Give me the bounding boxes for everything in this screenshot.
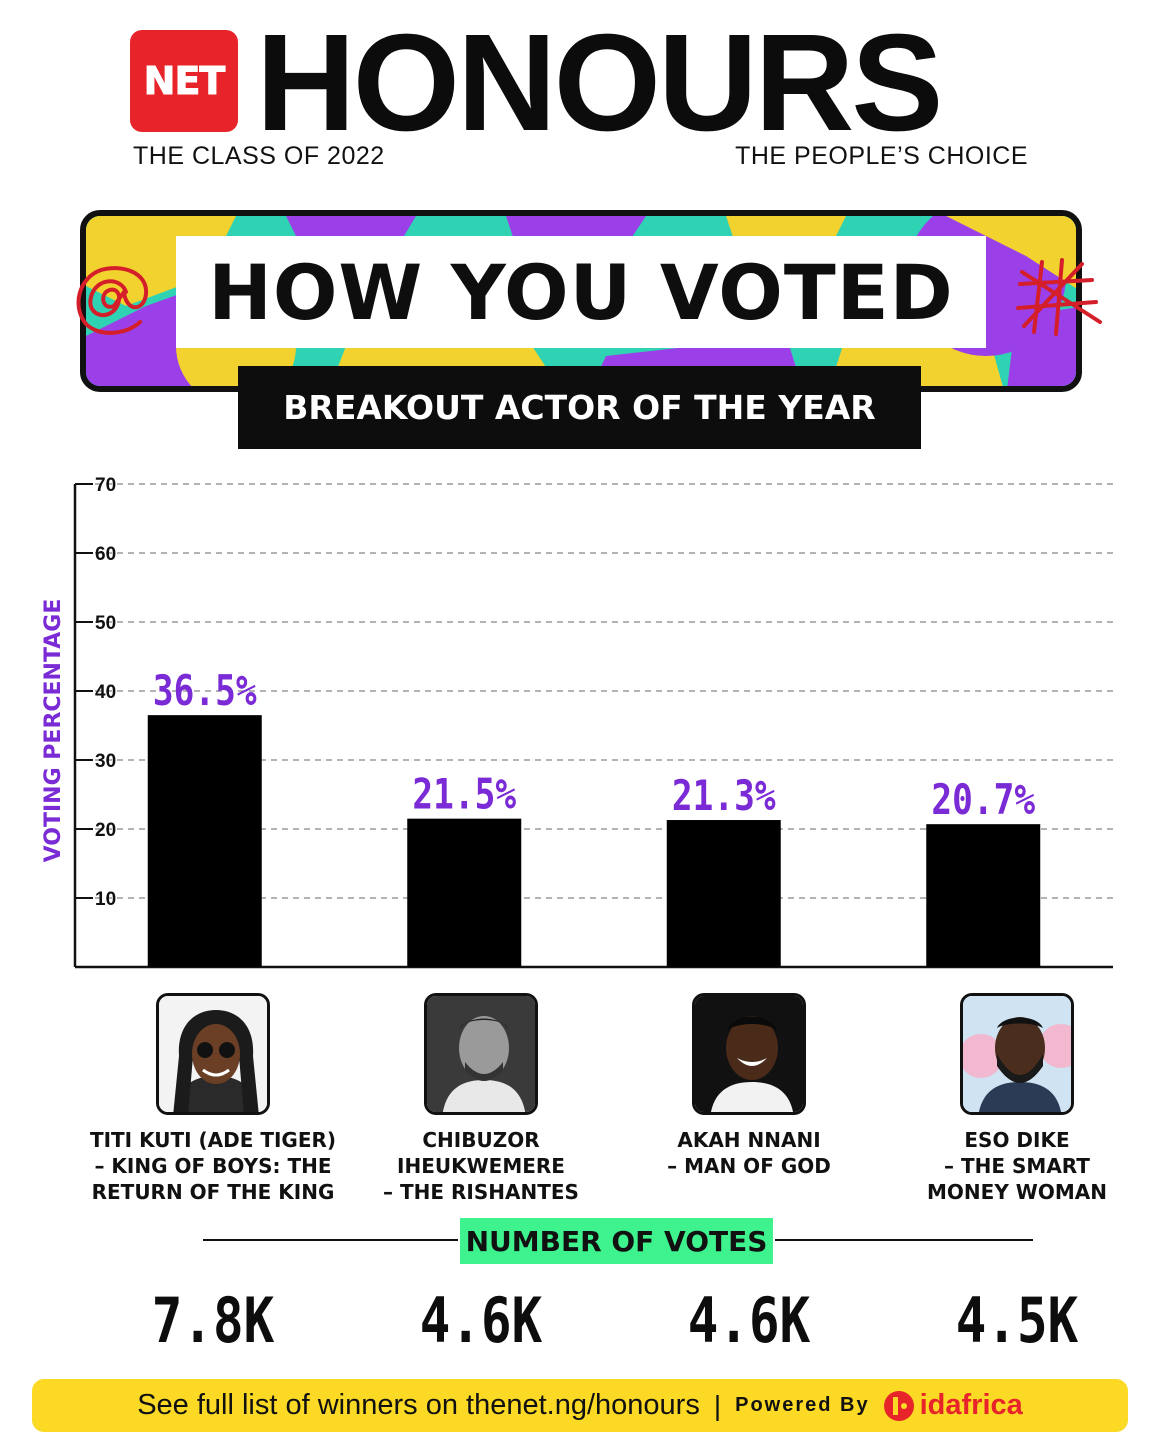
y-tick-label: 40 xyxy=(95,682,116,703)
hash-scribble-icon xyxy=(1016,258,1102,336)
nominee-label: CHIBUZOR IHEUKWEMERE – THE RISHANTES xyxy=(383,1128,579,1204)
bar xyxy=(147,715,262,967)
nominee-photo xyxy=(424,993,538,1115)
bar-value-label: 21.3% xyxy=(672,772,776,821)
vote-count: 7.8K xyxy=(151,1284,275,1357)
y-tick-label: 70 xyxy=(95,475,116,496)
number-of-votes-heading: NUMBER OF VOTES xyxy=(460,1218,773,1264)
nominee-eso-dike: ESO DIKE – THE SMART MONEY WOMAN xyxy=(877,993,1157,1205)
net-logo-text: NET xyxy=(143,59,226,104)
vote-count: 4.5K xyxy=(955,1284,1079,1357)
idafrica-logo: idafrica xyxy=(883,1389,1023,1422)
category-title-box: BREAKOUT ACTOR OF THE YEAR xyxy=(238,366,921,449)
page-title: HONOURS xyxy=(256,6,943,160)
bar xyxy=(926,824,1041,967)
nominee-akah-nnani: AKAH NNANI – MAN OF GOD xyxy=(609,993,889,1179)
y-tick-label: 30 xyxy=(95,751,116,772)
nominee-label: ESO DIKE – THE SMART MONEY WOMAN xyxy=(927,1128,1107,1204)
avatar xyxy=(159,996,267,1112)
nominee-label: TITI KUTI (ADE TIGER) – KING OF BOYS: TH… xyxy=(89,1128,337,1204)
votes-divider-right xyxy=(775,1239,1033,1241)
votes-divider-left xyxy=(203,1239,458,1241)
bar xyxy=(666,820,781,967)
nominee-photo xyxy=(960,993,1074,1115)
peoples-choice-subtitle: THE PEOPLE’S CHOICE xyxy=(735,142,1028,170)
at-scribble-icon xyxy=(76,266,149,335)
avatar xyxy=(695,996,803,1112)
bar-value-label: 21.5% xyxy=(412,770,516,819)
nominee-photo xyxy=(692,993,806,1115)
category-title: BREAKOUT ACTOR OF THE YEAR xyxy=(283,388,876,427)
class-subtitle: THE CLASS OF 2022 xyxy=(133,142,385,170)
vote-count: 4.6K xyxy=(419,1284,543,1357)
y-tick-label: 60 xyxy=(95,544,116,565)
y-axis-label: VOTING PERCENTAGE xyxy=(41,599,66,863)
idafrica-logo-text: idafrica xyxy=(919,1389,1023,1421)
avatar xyxy=(427,996,535,1112)
bar-value-label: 20.7% xyxy=(931,776,1035,825)
avatar xyxy=(963,996,1071,1112)
nominee-photo xyxy=(156,993,270,1115)
bar-value-label: 36.5% xyxy=(153,667,257,716)
y-tick-label: 10 xyxy=(95,889,116,910)
how-you-voted-box: HOW YOU VOTED xyxy=(176,236,986,348)
y-tick-label: 50 xyxy=(95,613,116,634)
headline-text: HOW YOU VOTED xyxy=(208,247,954,337)
powered-by-label: Powered By xyxy=(735,1394,870,1416)
footer-separator: | xyxy=(713,1389,722,1421)
footer-bar: See full list of winners on thenet.ng/ho… xyxy=(32,1379,1128,1432)
footer-link-text[interactable]: See full list of winners on thenet.ng/ho… xyxy=(137,1389,700,1421)
idafrica-icon xyxy=(883,1390,914,1421)
nominee-titi-kuti: TITI KUTI (ADE TIGER) – KING OF BOYS: TH… xyxy=(73,993,353,1205)
bar xyxy=(407,818,522,967)
nominee-label: AKAH NNANI – MAN OF GOD xyxy=(667,1128,831,1178)
bar-chart: 10 20 30 40 50 60 70 VOTING PERCENTAGE 36.5% 21.5… xyxy=(41,475,1113,969)
net-logo: NET xyxy=(130,30,238,132)
nominee-chibuzor-iheukwemere: CHIBUZOR IHEUKWEMERE – THE RISHANTES xyxy=(341,993,621,1205)
y-tick-label: 20 xyxy=(95,820,116,841)
number-of-votes-label: NUMBER OF VOTES xyxy=(465,1224,768,1258)
vote-count: 4.6K xyxy=(687,1284,811,1357)
